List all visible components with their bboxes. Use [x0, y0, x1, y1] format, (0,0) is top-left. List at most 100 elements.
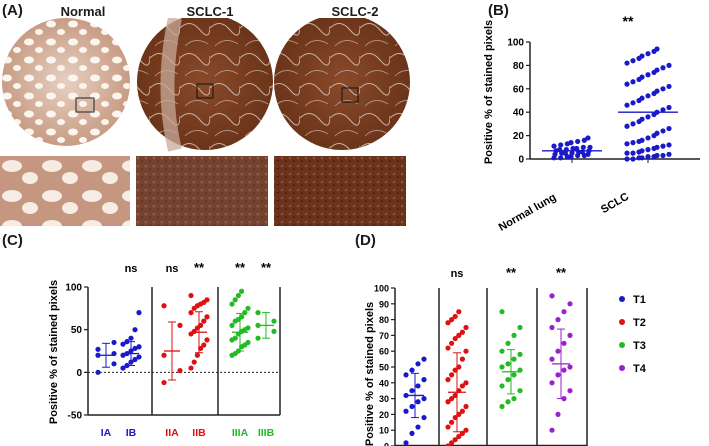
chart-d-point	[505, 377, 511, 383]
chart-b-point	[666, 142, 672, 148]
zoom-box-sclc-2	[341, 87, 359, 103]
chart-d-point	[499, 403, 505, 410]
chart-d-point	[517, 324, 523, 331]
chart-d-point	[445, 345, 451, 351]
chart-d-point	[456, 332, 462, 338]
chart-b-point	[660, 65, 666, 71]
chart-c-point	[245, 339, 251, 346]
chart-d-point	[561, 340, 567, 346]
chart-d-point	[499, 309, 505, 315]
chart-b-point	[645, 154, 651, 160]
chart-d-legend-label: T4	[633, 363, 647, 375]
chart-c-significance: **	[261, 260, 272, 275]
chart-c-point	[242, 310, 248, 316]
chart-b-point	[654, 152, 660, 159]
tissue-core-images	[2, 18, 410, 152]
chart-c-point	[95, 346, 101, 352]
chart-d-point	[463, 403, 469, 410]
chart-b-point	[630, 100, 636, 106]
chart-b-point	[568, 140, 574, 146]
chart-d-point	[459, 408, 465, 414]
chart-b-point	[624, 156, 630, 162]
chart-c-point	[229, 301, 235, 307]
chart-b-point	[579, 149, 585, 155]
chart-c-significance: ns	[166, 263, 179, 275]
chart-b-point	[624, 141, 630, 147]
chart-d-point	[555, 372, 561, 378]
chart-d-significance: ns	[451, 268, 464, 280]
chart-d-point	[511, 396, 517, 402]
chart-d-ytick-label: 10	[379, 426, 389, 436]
chart-b-point	[645, 93, 651, 99]
chart-d-point	[449, 419, 455, 425]
chart-b-point	[585, 135, 591, 141]
chart-d-point	[449, 340, 455, 346]
chart-c-ylabel: Positive % of stained pixels	[48, 280, 60, 424]
chart-b-point	[654, 67, 660, 73]
chart-b-point	[630, 79, 636, 85]
chart-d-point	[549, 356, 555, 362]
chart-d-legend-marker	[619, 296, 625, 302]
chart-d-point	[421, 396, 427, 402]
chart-b-xlabel-sclc: SCLC	[599, 191, 631, 216]
chart-b-point	[639, 95, 645, 101]
tissue-zoom-sclc-2	[274, 156, 406, 226]
chart-c-point	[111, 361, 117, 367]
chart-d-point	[403, 372, 409, 378]
chart-c-significance: ns	[125, 263, 138, 275]
panel-label-b: (B)	[488, 2, 509, 19]
chart-b-point	[660, 86, 666, 92]
chart-c-point	[161, 352, 167, 358]
chart-d-point	[511, 356, 517, 362]
chart-d-point	[517, 351, 523, 357]
chart-b-point	[645, 51, 651, 57]
chart-d-point	[409, 430, 415, 436]
chart-c-point	[204, 297, 210, 303]
chart-b-point	[569, 150, 575, 156]
chart-d-ytick-label: 90	[379, 299, 389, 309]
chart-c-point	[128, 335, 134, 341]
chart-c-point	[136, 354, 142, 360]
chart-b-point	[580, 144, 586, 150]
chart-b-point	[630, 156, 636, 162]
chart-d-point	[415, 424, 421, 430]
chart-c-significance: **	[194, 260, 205, 275]
chart-d-ytick-label: 100	[374, 284, 389, 294]
chart-b-point	[624, 123, 630, 129]
chart-c-point	[188, 292, 194, 299]
chart-b-point	[639, 155, 645, 161]
chart-d-point	[409, 403, 415, 410]
tissue-zoom-sclc-1	[136, 156, 268, 226]
chart-b-point	[645, 72, 651, 78]
chart-d-point	[456, 309, 462, 315]
chart-b-point	[639, 148, 645, 154]
chart-d-point	[452, 367, 458, 373]
chart-d-legend-marker	[619, 365, 625, 371]
chart-b-ytick-label: 60	[513, 84, 525, 95]
chart-c-point	[111, 339, 117, 346]
image-label-sclc-1: SCLC-1	[186, 4, 234, 19]
chart-b-point	[639, 137, 645, 143]
chart-d-point	[445, 424, 451, 430]
chart-d-point	[549, 427, 555, 433]
chart-c-point	[95, 369, 101, 375]
chart-c-ytick-label: 50	[71, 325, 83, 336]
chart-d-point	[445, 377, 451, 383]
chart-d-point	[463, 348, 469, 354]
chart-d-point	[549, 324, 555, 331]
chart-d-point	[459, 383, 465, 389]
chart-b-point	[630, 58, 636, 64]
zoom-box-normal	[75, 97, 95, 113]
chart-d-point	[463, 427, 469, 433]
chart-c-point	[188, 365, 194, 371]
chart-d-point	[449, 440, 455, 446]
chart-b-point	[630, 140, 636, 146]
chart-b-point	[630, 121, 636, 127]
chart-b-point	[660, 143, 666, 149]
chart-b-point	[660, 152, 666, 159]
chart-c-point	[136, 344, 142, 350]
chart-d-point	[421, 377, 427, 383]
chart-d-point	[463, 324, 469, 331]
chart-c-xtick-label: IA	[101, 427, 112, 439]
chart-b-point	[624, 102, 630, 108]
